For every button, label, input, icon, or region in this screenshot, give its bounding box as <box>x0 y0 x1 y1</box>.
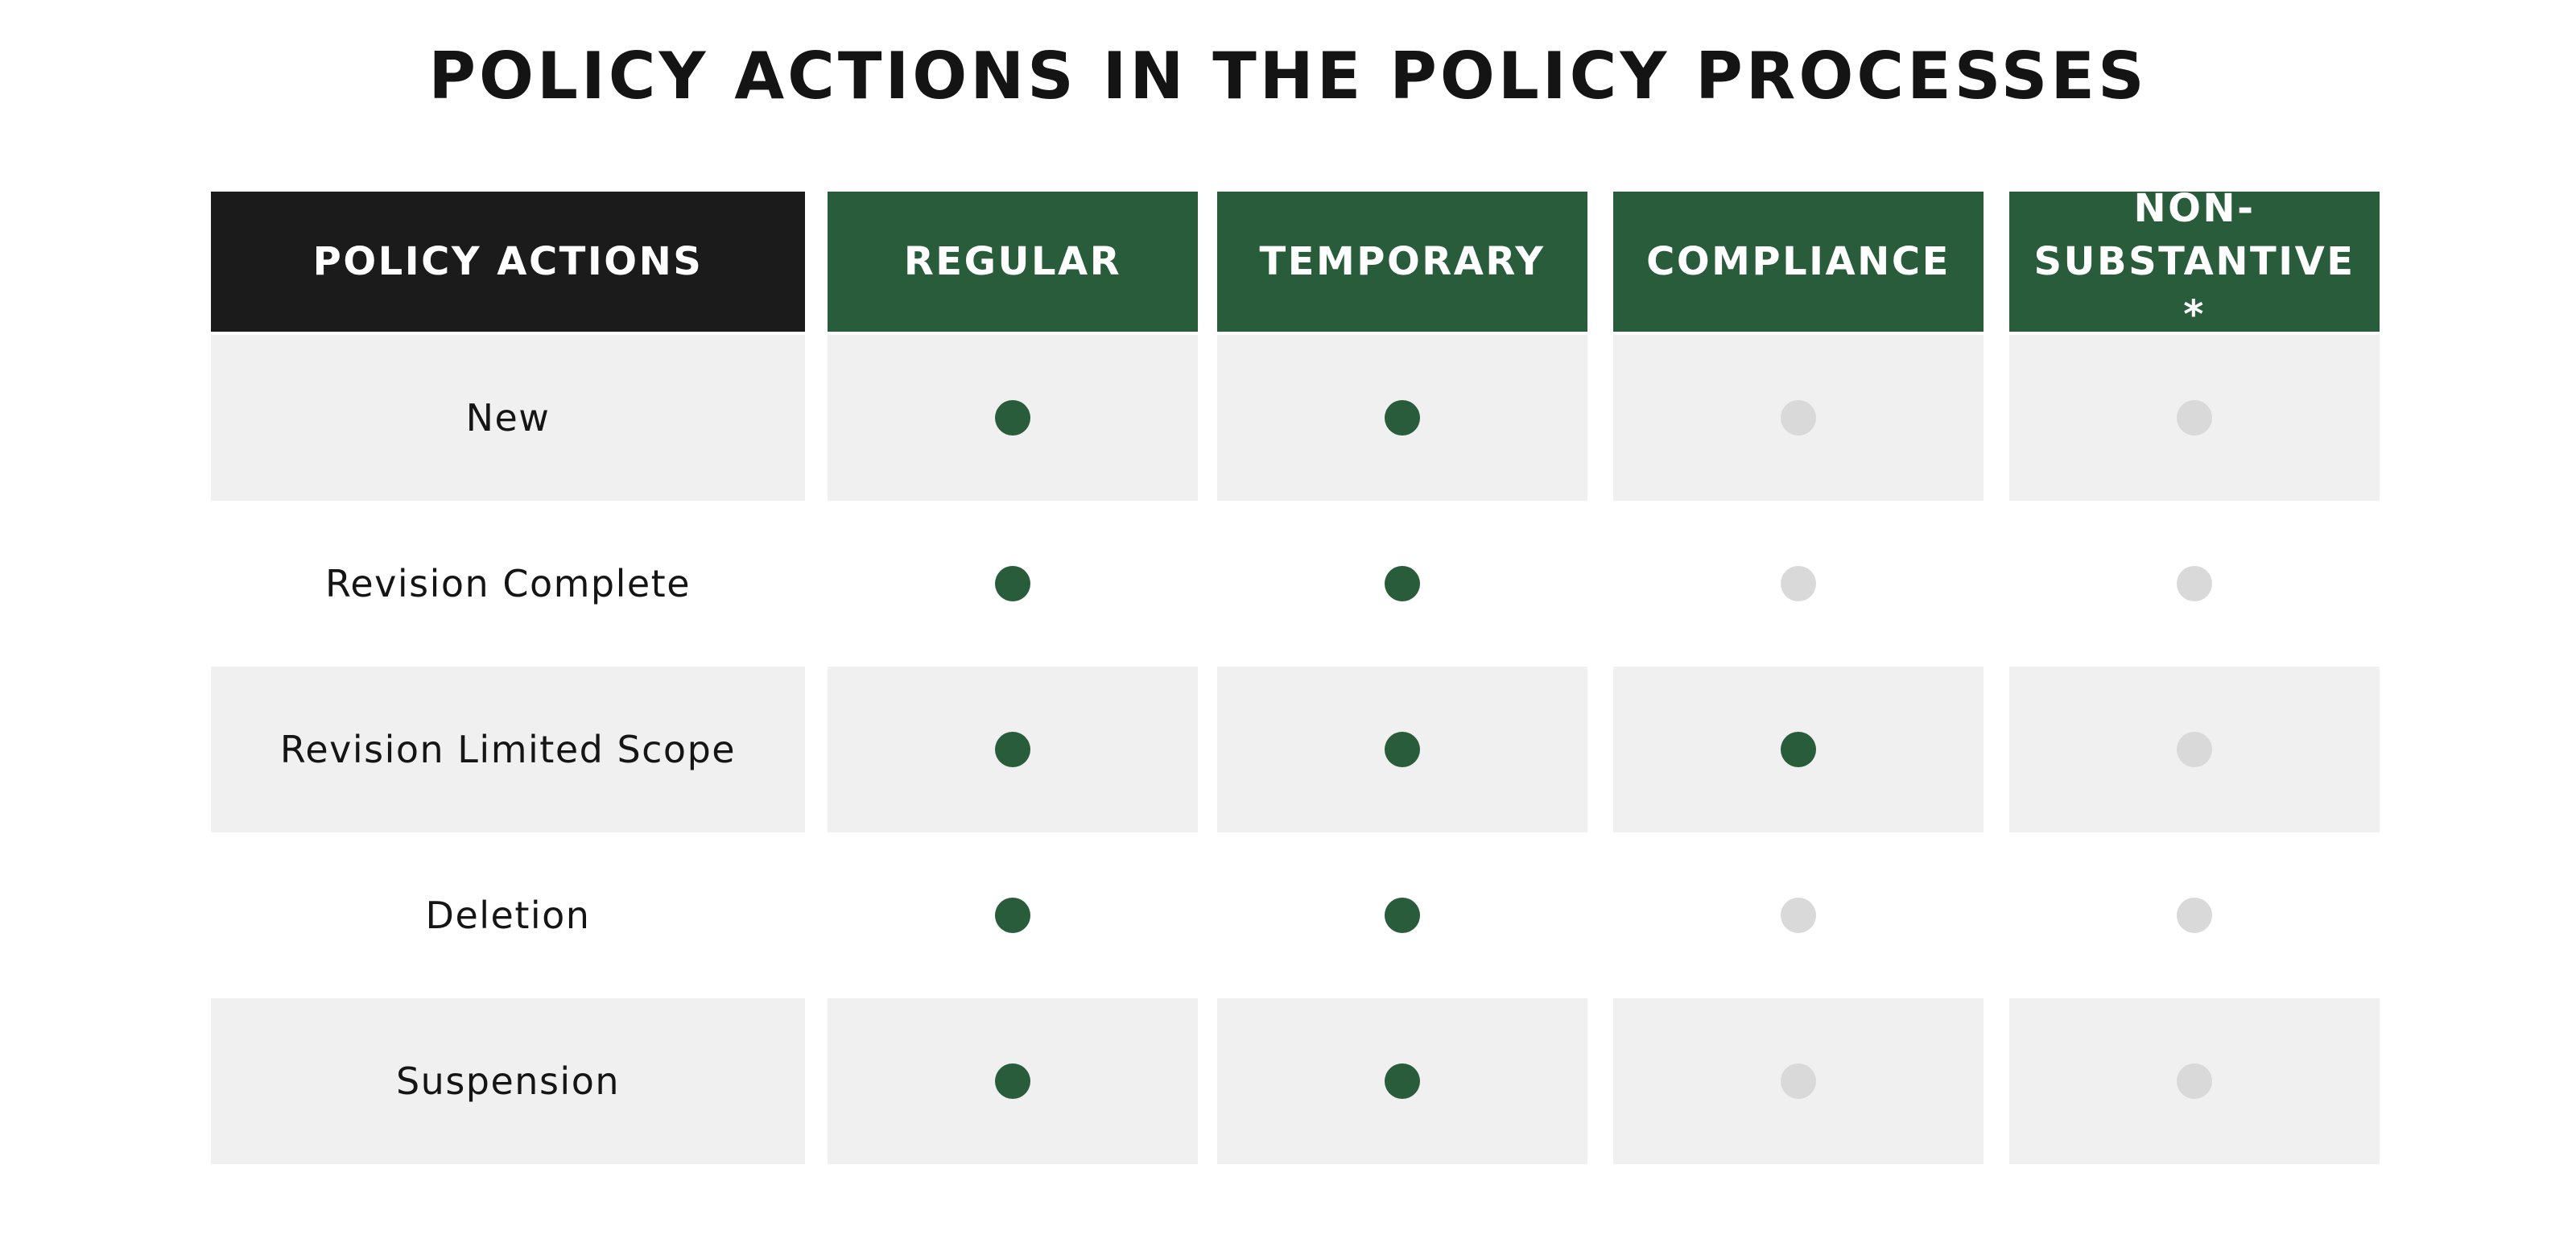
dot-filled <box>995 566 1030 601</box>
row-label: New <box>211 335 805 501</box>
dot-filled <box>995 400 1030 436</box>
dot-filled <box>995 898 1030 933</box>
dot-filled <box>1781 732 1816 767</box>
dot-filled <box>1385 898 1420 933</box>
dot-filled <box>1385 566 1420 601</box>
dot-empty <box>1781 1063 1816 1099</box>
row-label: Suspension <box>211 998 805 1164</box>
dot-empty <box>2177 1063 2212 1099</box>
dot-empty <box>2177 566 2212 601</box>
dot-empty <box>2177 732 2212 767</box>
column-header: NON-​SUBSTANTIVE* <box>2009 186 2380 337</box>
column-header: COMPLIANCE <box>1613 192 1984 332</box>
dot-filled <box>1385 400 1420 436</box>
column-header: TEMPORARY <box>1217 192 1587 332</box>
dot-empty <box>2177 400 2212 436</box>
row-label: Revision Complete <box>324 562 691 605</box>
dot-filled <box>995 1063 1030 1099</box>
header-policy-actions: POLICY ACTIONS <box>211 192 805 332</box>
dot-empty <box>1781 400 1816 436</box>
dot-filled <box>1385 1063 1420 1099</box>
dot-empty <box>1781 898 1816 933</box>
chart-title: POLICY ACTIONS IN THE POLICY PROCESSES <box>428 39 2148 114</box>
dot-filled <box>1385 732 1420 767</box>
column-header: REGULAR <box>828 192 1198 332</box>
dot-empty <box>2177 898 2212 933</box>
dot-filled <box>995 732 1030 767</box>
row-label: Deletion <box>425 894 591 937</box>
row-label: Revision Limited Scope <box>211 667 805 832</box>
dot-empty <box>1781 566 1816 601</box>
